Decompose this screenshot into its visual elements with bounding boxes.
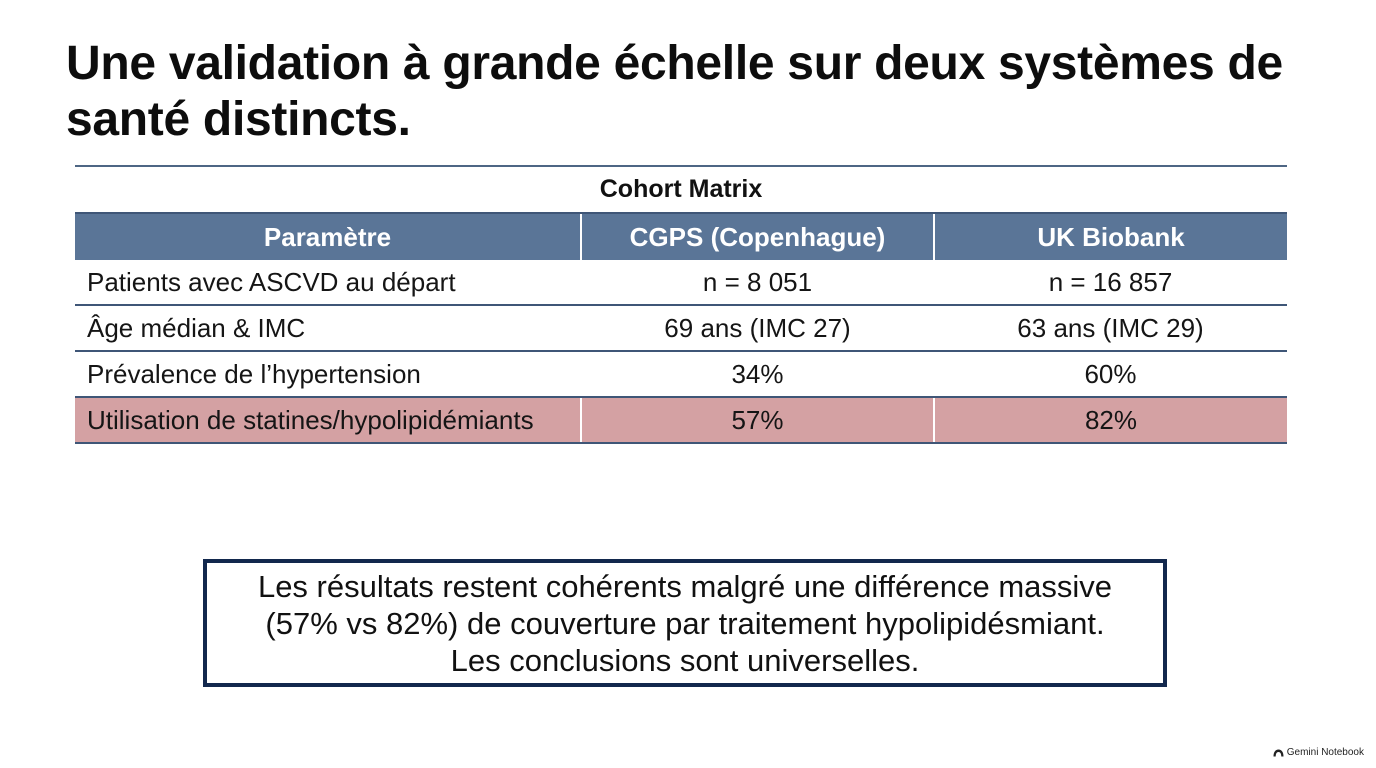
conclusion-line: Les conclusions sont universelles. — [450, 642, 920, 678]
row-ukb-value: 82% — [933, 397, 1287, 444]
header-parametre: Paramètre — [75, 212, 581, 260]
table-row-highlighted: Utilisation de statines/hypolipidémiants… — [75, 397, 1287, 444]
table-caption: Cohort Matrix — [75, 165, 1287, 212]
cohort-matrix: Cohort Matrix Paramètre CGPS (Copenhague… — [75, 165, 1287, 444]
brand-label: Gemini Notebook — [1286, 747, 1364, 758]
table-row: Prévalence de l’hypertension 34% 60% — [75, 351, 1287, 398]
header-uk-biobank: UK Biobank — [933, 212, 1287, 260]
table-header-row: Paramètre CGPS (Copenhague) UK Biobank — [75, 212, 1287, 260]
row-ukb-value: 60% — [934, 351, 1287, 398]
conclusion-box: Les résultats restent cohérents malgré u… — [203, 559, 1167, 687]
row-ukb-value: 63 ans (IMC 29) — [934, 305, 1287, 352]
footer-brand: Gemini Notebook — [1273, 747, 1364, 758]
row-cgps-value: 57% — [580, 397, 934, 444]
row-cgps-value: 34% — [581, 351, 934, 398]
row-parameter: Prévalence de l’hypertension — [75, 351, 581, 398]
table-row: Patients avec ASCVD au départ n = 8 051 … — [75, 260, 1287, 306]
row-parameter: Utilisation de statines/hypolipidémiants — [75, 397, 581, 444]
row-cgps-value: 69 ans (IMC 27) — [581, 305, 934, 352]
gemini-logo-icon — [1273, 749, 1284, 756]
cohort-table: Paramètre CGPS (Copenhague) UK Biobank P… — [75, 212, 1287, 444]
slide-title: Une validation à grande échelle sur deux… — [66, 37, 1283, 146]
row-ukb-value: n = 16 857 — [934, 260, 1287, 306]
table-row: Âge médian & IMC 69 ans (IMC 27) 63 ans … — [75, 305, 1287, 352]
row-parameter: Âge médian & IMC — [75, 305, 581, 352]
row-parameter: Patients avec ASCVD au départ — [75, 260, 581, 306]
conclusion-line: (57% vs 82%) de couverture par traitemen… — [265, 605, 1105, 641]
header-cgps: CGPS (Copenhague) — [580, 212, 934, 260]
conclusion-line: Les résultats restent cohérents malgré u… — [257, 568, 1113, 604]
row-cgps-value: n = 8 051 — [581, 260, 934, 306]
